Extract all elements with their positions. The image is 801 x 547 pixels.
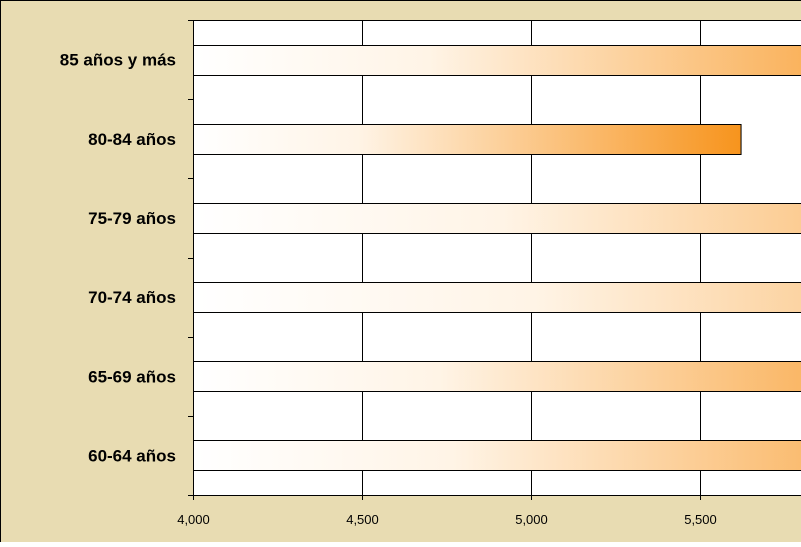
y-category-label: 60-64 años (88, 446, 176, 465)
bar (194, 362, 801, 392)
y-category-label: 85 años y más (60, 51, 176, 70)
x-tick-label: 5,000 (515, 512, 548, 527)
bar (194, 125, 742, 155)
y-category-label: 70-74 años (88, 288, 176, 307)
plot-area (193, 20, 801, 495)
y-category-label: 65-69 años (88, 367, 176, 386)
x-tick-label: 5,500 (684, 512, 717, 527)
x-tick-label: 4,000 (177, 512, 210, 527)
y-category-label: 80-84 años (88, 130, 176, 149)
y-category-label: 75-79 años (88, 209, 176, 228)
bar (194, 441, 801, 471)
bar (194, 46, 801, 76)
x-tick-label: 4,500 (346, 512, 379, 527)
bar (194, 204, 801, 234)
bar (194, 283, 801, 313)
